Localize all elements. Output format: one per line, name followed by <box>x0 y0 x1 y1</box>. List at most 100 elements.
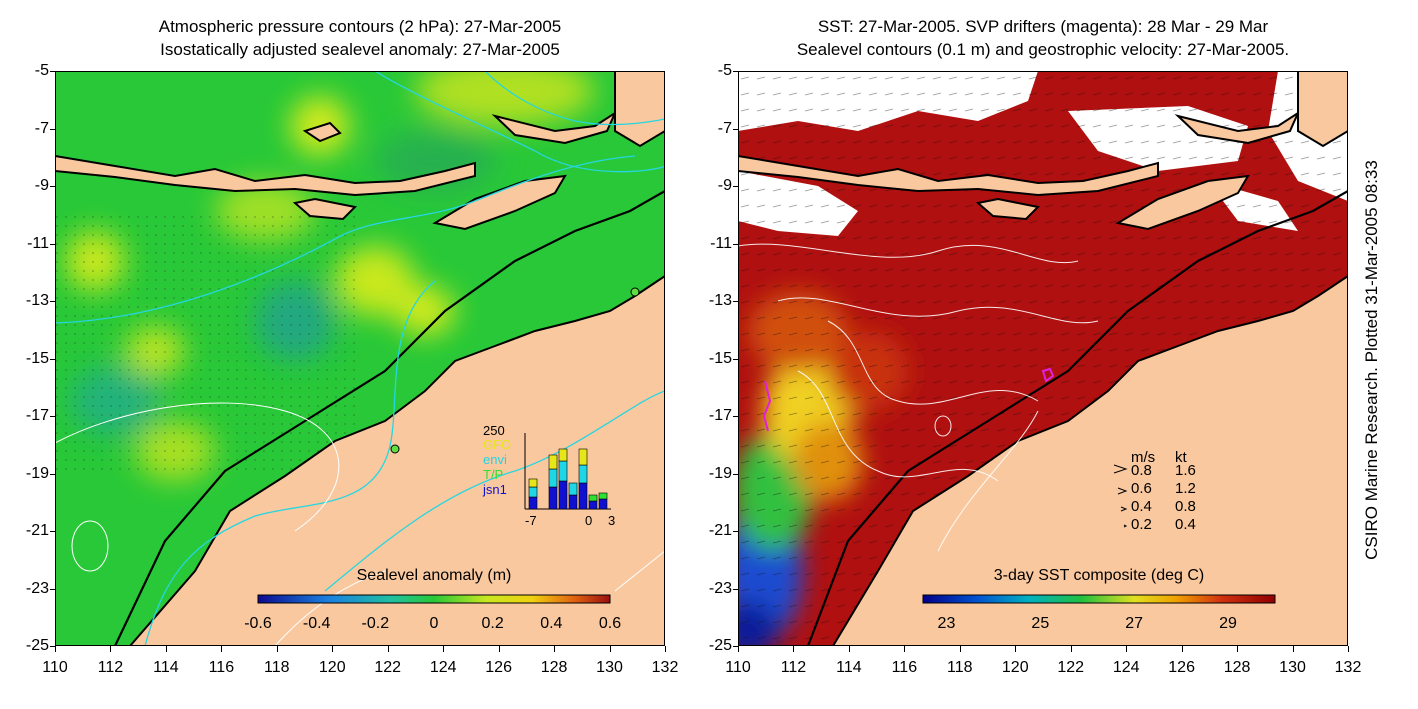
sumba-island <box>292 197 358 221</box>
colorbar-tick-label: 29 <box>1219 615 1237 632</box>
inset-xtick: 0 <box>585 513 593 528</box>
lat-tick-label: -23 <box>25 579 49 597</box>
java-islands <box>738 154 1159 197</box>
lat-tick-mark <box>50 128 55 130</box>
java-islands <box>55 154 476 197</box>
lat-tick-mark <box>50 358 55 360</box>
inset-legend-item: envi <box>483 452 507 467</box>
sealevel-contours <box>738 243 1099 552</box>
lat-tick-label: -19 <box>25 464 49 482</box>
sealevel-map-frame <box>55 71 665 646</box>
lat-tick-mark <box>50 301 55 302</box>
lon-tick-label: 124 <box>1112 659 1140 676</box>
lat-tick-label: -15 <box>708 349 732 367</box>
inset-xtick: -7 <box>525 513 537 528</box>
lat-tick-label: -9 <box>34 177 49 194</box>
inset-legend-item: T/P <box>483 467 504 482</box>
colorbar-tick-label: 0.4 <box>540 615 563 632</box>
lat-tick-mark <box>733 358 738 360</box>
histogram-bar <box>548 454 558 470</box>
lat-tick-label: -21 <box>25 522 49 539</box>
lat-tick-mark <box>733 71 738 72</box>
histogram-bar <box>528 478 538 488</box>
lon-tick-mark <box>1070 646 1072 652</box>
flores-islands <box>491 110 618 145</box>
lon-tick-label: 132 <box>1334 659 1362 676</box>
lon-tick-label: 124 <box>429 659 457 676</box>
histogram-bar <box>568 482 578 496</box>
lon-tick-label: 110 <box>725 659 751 676</box>
lon-tick-label: 130 <box>1279 659 1306 676</box>
lat-tick-label: -7 <box>717 119 732 137</box>
velocity-key-ms: 0.4 <box>1131 498 1152 515</box>
drifter-track <box>1041 367 1055 383</box>
lat-tick-mark <box>733 301 738 302</box>
drifter-track <box>762 380 772 432</box>
lon-tick-mark <box>221 646 223 652</box>
flores-islands <box>1174 110 1301 145</box>
lat-tick-mark <box>50 243 55 245</box>
lat-tick-label: -7 <box>34 119 49 137</box>
colorbar-tick-label: -0.6 <box>244 615 272 632</box>
lon-tick-label: 126 <box>485 659 512 676</box>
lon-tick-mark <box>55 646 56 652</box>
lat-tick-mark <box>733 588 738 590</box>
lat-tick-label: -5 <box>717 62 732 79</box>
lon-tick-mark <box>1237 646 1239 652</box>
lat-tick-mark <box>733 186 738 187</box>
colorbar-tick-label: 23 <box>937 615 956 632</box>
lat-tick-mark <box>50 473 55 475</box>
lat-tick-mark <box>50 416 55 417</box>
lat-tick-label: -17 <box>25 407 49 424</box>
lon-tick-label: 118 <box>947 659 973 676</box>
sst-map-frame <box>738 71 1348 646</box>
right-title-line1: SST: 27-Mar-2005. SVP drifters (magenta)… <box>817 17 1269 36</box>
sumba-island <box>975 197 1041 221</box>
lon-tick-label: 132 <box>651 659 679 676</box>
lon-tick-mark <box>554 646 556 652</box>
lon-tick-label: 120 <box>1001 659 1029 676</box>
lon-tick-label: 126 <box>1168 659 1195 676</box>
right-title-line2: Sealevel contours (0.1 m) and geostrophi… <box>796 40 1290 59</box>
station-marker <box>630 287 640 297</box>
lat-tick-label: -21 <box>708 522 732 539</box>
lat-tick-label: -19 <box>708 464 732 482</box>
lat-tick-label: -5 <box>34 62 49 79</box>
lon-tick-label: 112 <box>780 659 807 676</box>
lon-tick-label: 116 <box>208 659 235 676</box>
lat-tick-mark <box>50 531 55 532</box>
lat-tick-mark <box>50 71 55 72</box>
lon-tick-mark <box>1126 646 1128 652</box>
lon-tick-label: 122 <box>374 659 402 676</box>
histogram-bar <box>578 448 588 466</box>
left-title-line1: Atmospheric pressure contours (2 hPa): 2… <box>158 17 562 36</box>
sst-colorbar-label: 3-day SST composite (deg C) <box>993 567 1205 584</box>
inset-histogram <box>524 433 611 510</box>
land-masses-sst <box>738 71 1348 646</box>
station-marker <box>390 444 400 454</box>
sealevel-map-svg <box>55 71 665 646</box>
land-masses <box>55 71 665 646</box>
credit-text: CSIRO Marine Research. Plotted 31-Mar-20… <box>1362 160 1381 560</box>
australia-land <box>128 274 665 646</box>
lon-tick-label: 120 <box>318 659 346 676</box>
lat-tick-label: -25 <box>25 637 49 654</box>
left-title-line2: Isostatically adjusted sealevel anomaly:… <box>160 40 560 59</box>
lon-tick-mark <box>848 646 850 652</box>
sst-map: m/s kt 0.8 1.6 0.6 1.2 0.4 0.8 0.2 0.4 3-day SS… <box>738 71 1348 646</box>
lon-tick-label: 116 <box>891 659 918 676</box>
shelf-contour <box>114 190 665 646</box>
colorbar-tick-label: 0.6 <box>598 615 622 632</box>
sst-map-svg <box>738 71 1348 646</box>
lat-tick-mark <box>733 416 738 417</box>
lon-tick-label: 118 <box>264 659 290 676</box>
velocity-key-kt: 0.8 <box>1175 498 1196 515</box>
lon-tick-mark <box>738 646 739 652</box>
velocity-key-kt: 1.2 <box>1175 480 1196 497</box>
australia-land <box>831 274 1348 646</box>
lon-tick-mark <box>1292 646 1294 652</box>
lat-tick-mark <box>733 473 738 475</box>
lon-tick-mark <box>498 646 500 652</box>
colorbar-tick-label: 0.2 <box>481 615 504 632</box>
histogram-bar <box>588 494 598 502</box>
